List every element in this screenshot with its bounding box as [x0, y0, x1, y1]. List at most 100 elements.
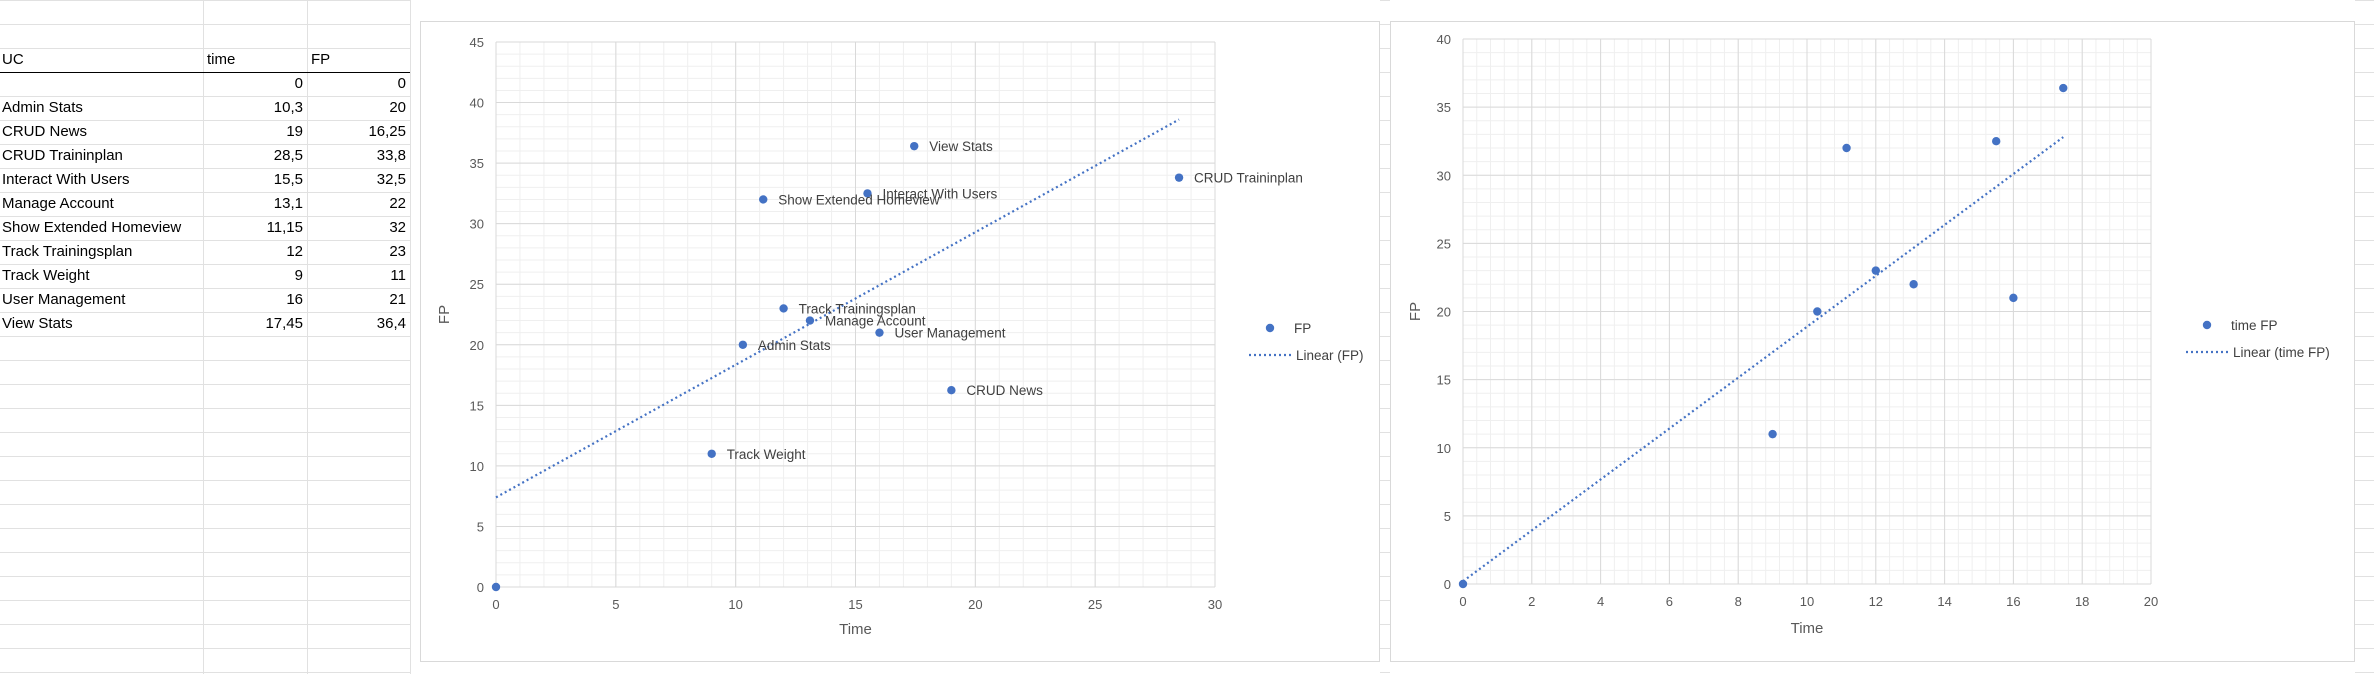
chart-time-fp[interactable]: 0 2 4 6 8 10 12 14 16 18 20 0 5 10 15 20 25 30 35 40 Time FP t…	[1390, 21, 2355, 662]
table-cell-time[interactable]: 28,5	[273, 147, 303, 164]
table-cell-fp[interactable]: 11	[390, 267, 406, 284]
table-cell-uc[interactable]: Manage Account	[2, 195, 114, 212]
legend-marker	[2202, 320, 2212, 330]
y-tick-label: 25	[470, 277, 484, 292]
x-tick-label: 4	[1597, 594, 1604, 609]
table-cell-fp[interactable]: 21	[389, 291, 406, 308]
table-cell-time[interactable]: 13,1	[273, 195, 303, 212]
chart-fp-vs-time[interactable]: 0 5 10 15 20 25 30 0 5 10 15 20 25 30 35 40 45 Time FP Admi…	[420, 21, 1380, 662]
x-tick-label: 2	[1528, 594, 1535, 609]
chart-fp-vs-time-svg: 0 5 10 15 20 25 30 0 5 10 15 20 25 30 35 40 45 Time FP Admi…	[436, 35, 1364, 638]
y-tick-label: 0	[477, 580, 484, 595]
table-cell-time[interactable]: 15,5	[273, 171, 303, 188]
table-cell-fp[interactable]: 0	[397, 75, 406, 92]
y-tick-label: 25	[1437, 236, 1451, 251]
data-label: Manage Account	[825, 314, 926, 329]
y-tick-label: 5	[477, 519, 484, 534]
table-cell-uc[interactable]	[0, 72, 205, 96]
table-cell-time[interactable]: 12	[286, 243, 303, 260]
table-cell-fp[interactable]: 33,8	[376, 147, 406, 164]
x-tick-label: 18	[2075, 594, 2089, 609]
table-cell-time[interactable]: 19	[286, 123, 303, 140]
data-point	[910, 141, 919, 151]
legend-entry: Linear (time FP)	[2233, 345, 2330, 360]
data-point	[1871, 266, 1880, 275]
data-label: Track Trainingsplan	[799, 301, 916, 316]
data-label: CRUD News	[966, 383, 1043, 398]
table-cell-uc[interactable]: Show Extended Homeview	[2, 219, 182, 236]
data-point	[738, 340, 748, 349]
table-cell-uc[interactable]: CRUD Traininplan	[2, 147, 123, 164]
y-tick-label: 45	[470, 35, 484, 50]
data-label: View Stats	[929, 139, 993, 154]
table-cell-uc[interactable]: Admin Stats	[2, 99, 83, 116]
table-cell-time[interactable]: 10,3	[273, 99, 303, 116]
legend-marker	[1265, 323, 1275, 333]
table-cell-time[interactable]: 11,15	[266, 219, 303, 236]
data-point	[1768, 429, 1777, 439]
data-point	[2009, 293, 2018, 303]
data-point	[1458, 579, 1468, 589]
y-tick-label: 0	[1444, 577, 1451, 592]
data-point	[1813, 307, 1822, 316]
table-cell-uc[interactable]: Track Trainingsplan	[2, 243, 133, 260]
table-cell-time[interactable]: 16	[286, 291, 303, 308]
x-axis-title: Time	[1791, 620, 1824, 637]
y-tick-label: 30	[470, 217, 484, 232]
table-cell-time[interactable]: 17,45	[265, 315, 303, 332]
header-cell-uc[interactable]: UC	[2, 51, 24, 68]
x-tick-label: 8	[1735, 594, 1742, 609]
x-tick-label: 0	[1459, 594, 1466, 609]
table-cell-fp[interactable]: 16,25	[368, 123, 406, 140]
table-cell-fp[interactable]: 32	[389, 219, 406, 236]
data-label: Track Weight	[727, 447, 806, 462]
trendline	[1462, 136, 2064, 583]
table-cell-time[interactable]: 9	[294, 267, 303, 284]
data-point	[491, 582, 501, 592]
table-cell-time[interactable]: 0	[294, 75, 303, 92]
data-point	[779, 304, 788, 313]
table-cell-fp[interactable]: 22	[389, 195, 406, 212]
table-cell-uc[interactable]: Interact With Users	[2, 171, 130, 188]
x-tick-label: 20	[2144, 594, 2158, 609]
x-tick-label: 12	[1869, 594, 1883, 609]
data-label: Admin Stats	[758, 338, 831, 353]
table-cell-uc[interactable]: CRUD News	[2, 123, 88, 140]
table-cell-fp[interactable]: 23	[389, 243, 406, 260]
data-label: CRUD Traininplan	[1194, 171, 1303, 186]
table-cell-uc[interactable]: User Management	[2, 291, 126, 308]
legend-entry: FP	[1294, 321, 1311, 336]
data-point	[707, 449, 716, 458]
data-label: Interact With Users	[882, 186, 997, 201]
x-tick-label: 0	[492, 597, 499, 612]
data-point	[947, 385, 956, 395]
y-axis-title: FP	[1407, 302, 1424, 321]
table-cell-fp[interactable]: 36,4	[376, 315, 406, 332]
y-tick-label: 10	[1437, 441, 1451, 456]
chart-time-fp-svg: 0 2 4 6 8 10 12 14 16 18 20 0 5 10 15 20 25 30 35 40 Time FP t…	[1407, 32, 2330, 637]
x-tick-label: 6	[1666, 594, 1673, 609]
table-cell-fp[interactable]: 32,5	[376, 171, 406, 188]
table-cell-uc[interactable]: Track Weight	[2, 267, 90, 284]
data-point	[759, 195, 768, 204]
header-cell-time[interactable]: time	[207, 51, 236, 68]
x-tick-label: 10	[728, 597, 742, 612]
x-tick-label: 14	[1937, 594, 1951, 609]
data-point	[1992, 136, 2001, 146]
y-tick-label: 20	[1437, 305, 1451, 320]
data-point	[805, 316, 815, 325]
y-tick-label: 10	[470, 459, 484, 474]
y-tick-label: 35	[1437, 100, 1451, 115]
table-cell-uc[interactable]: View Stats	[2, 315, 73, 332]
table-cell-fp[interactable]: 20	[389, 99, 406, 116]
y-tick-label: 15	[1437, 373, 1451, 388]
data-point	[875, 328, 884, 337]
header-cell-fp[interactable]: FP	[311, 51, 331, 68]
x-tick-label: 30	[1208, 597, 1222, 612]
y-tick-label: 15	[470, 398, 484, 413]
trendline	[495, 118, 1180, 499]
y-tick-label: 40	[1437, 32, 1451, 47]
legend-entry: time FP	[2231, 318, 2278, 333]
y-tick-label: 40	[470, 96, 484, 111]
